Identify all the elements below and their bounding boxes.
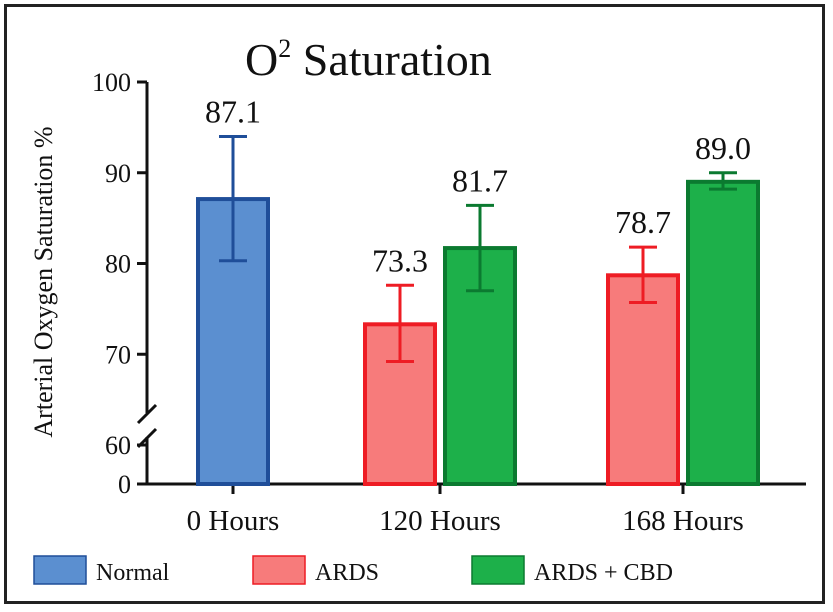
x-tick-label: 0 Hours bbox=[187, 505, 280, 537]
x-tick-label: 120 Hours bbox=[379, 505, 501, 537]
error-bars bbox=[219, 134, 737, 364]
chart-title-suffix: Saturation bbox=[291, 34, 492, 85]
legend: Normal ARDS ARDS + CBD bbox=[33, 555, 673, 586]
legend-swatch bbox=[471, 555, 525, 585]
y-tick-label: 60 bbox=[105, 431, 131, 460]
value-labels: 87.1 73.3 81.7 78.7 89.0 bbox=[205, 93, 751, 278]
y-tick-label: 90 bbox=[105, 159, 131, 188]
y-tick-label: 70 bbox=[105, 340, 131, 369]
y-axis-label: Arterial Oxygen Saturation % bbox=[29, 126, 58, 437]
y-tick-label: 100 bbox=[92, 68, 131, 97]
y-tick-label: 0 bbox=[118, 470, 131, 499]
chart-title: O2 Saturation bbox=[245, 34, 492, 85]
bars bbox=[196, 179, 760, 486]
legend-swatch bbox=[33, 555, 87, 585]
bar bbox=[686, 179, 760, 486]
axis-break-mark-top bbox=[136, 403, 158, 425]
category-labels: 0 Hours 120 Hours 168 Hours bbox=[187, 505, 744, 537]
y-tick-label: 80 bbox=[105, 250, 131, 279]
data-label: 89.0 bbox=[695, 130, 751, 166]
data-label: 73.3 bbox=[372, 242, 428, 278]
bar bbox=[606, 273, 680, 486]
legend-swatch bbox=[252, 555, 306, 585]
legend-label: Normal bbox=[96, 560, 170, 586]
legend-label: ARDS + CBD bbox=[534, 560, 673, 586]
data-label: 81.7 bbox=[452, 162, 508, 198]
data-label: 78.7 bbox=[615, 204, 671, 240]
chart-title-main: O bbox=[245, 34, 278, 85]
data-label: 87.1 bbox=[205, 93, 261, 129]
x-tick-label: 168 Hours bbox=[622, 505, 744, 537]
chart-title-superscript: 2 bbox=[278, 34, 291, 63]
legend-label: ARDS bbox=[315, 560, 379, 586]
